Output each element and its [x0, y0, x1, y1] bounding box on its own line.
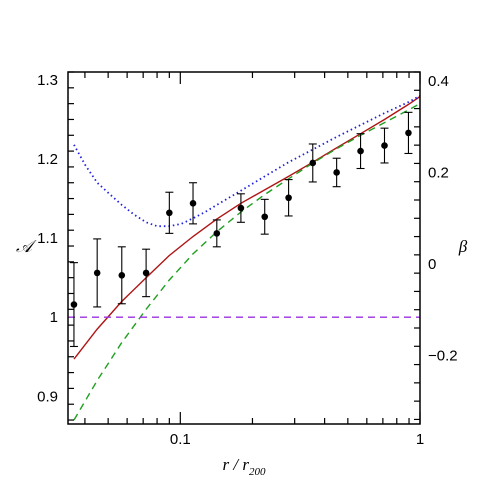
y-right-tick-label: 0.2 — [428, 165, 449, 182]
y-left-tick-label: 0.9 — [37, 388, 58, 405]
chart-markers — [70, 129, 412, 308]
chart-curves — [68, 94, 421, 421]
data-point-15 — [405, 129, 412, 137]
y-right-tick-label: −0.2 — [428, 347, 458, 364]
data-point-14 — [381, 142, 388, 149]
data-point-6 — [189, 200, 197, 207]
data-point-10 — [285, 194, 292, 202]
data-point-8 — [237, 204, 245, 212]
y-left-tick-label: 1.2 — [37, 151, 58, 168]
data-point-12 — [333, 169, 340, 176]
data-point-3 — [118, 271, 126, 279]
data-point-13 — [357, 147, 364, 155]
y-axis-left-label: 𝒜 — [16, 237, 37, 256]
x-tick-label: 0.1 — [170, 431, 191, 448]
x-axis-label: r / r200 — [223, 455, 266, 478]
chart-tick-labels: 0.1 1 1.3 1.2 1.1 1 0.9 0.4 0.2 0 −0.2 — [37, 72, 457, 448]
y-right-tick-label: 0 — [428, 256, 436, 273]
data-point-11 — [309, 159, 317, 167]
y-left-tick-label: 1.3 — [37, 72, 58, 89]
data-point-2 — [93, 269, 101, 277]
series-line-1 — [73, 95, 421, 360]
data-point-5 — [166, 209, 173, 217]
data-point-1 — [70, 301, 78, 308]
plot-frame — [67, 71, 421, 425]
y-left-tick-label: 1 — [50, 309, 58, 326]
y-right-tick-label: 0.4 — [428, 73, 449, 90]
chart-errorbars — [69, 111, 413, 348]
series-line-2 — [73, 102, 421, 421]
series-line-3 — [73, 94, 421, 228]
data-point-4 — [142, 269, 150, 277]
data-point-7 — [213, 230, 221, 237]
y-left-tick-label: 1.1 — [37, 230, 58, 247]
data-point-9 — [261, 213, 269, 221]
chart-ticks — [68, 71, 421, 424]
x-tick-label: 1 — [416, 431, 424, 448]
y-axis-right-label: β — [458, 237, 468, 256]
